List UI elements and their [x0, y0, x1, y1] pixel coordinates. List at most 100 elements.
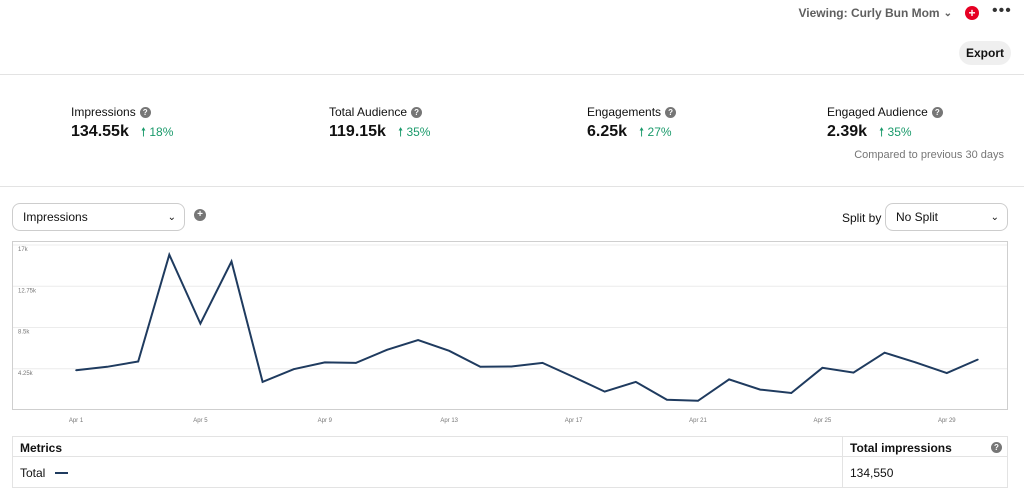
arrow-up-icon: 🠕: [397, 125, 404, 139]
divider: [0, 74, 1024, 75]
data-point: [199, 322, 202, 325]
y-tick-label: 8.5k: [18, 330, 30, 336]
split-select-value: No Split: [896, 210, 939, 224]
row-label: Total: [20, 466, 46, 480]
help-icon[interactable]: ?: [991, 442, 1002, 453]
metric-total-audience: Total Audience? 119.15k 🠕 35%: [329, 104, 430, 144]
table-header: [13, 437, 1007, 457]
row-value: 134,550: [850, 466, 894, 480]
metric-change: 🠕 27%: [639, 123, 672, 144]
plus-circle-icon[interactable]: +: [965, 6, 979, 20]
total-impressions-column-header: Total impressions: [850, 441, 952, 455]
x-tick-label: Apr 9: [318, 418, 333, 424]
divider: [0, 186, 1024, 187]
data-point: [666, 399, 668, 401]
metric-impressions: Impressions? 134.55k 🠕 18%: [71, 104, 173, 144]
metric-change-value: 35%: [887, 125, 912, 139]
x-tick-label: Apr 13: [440, 418, 458, 424]
comparison-note: Compared to previous 30 days: [854, 149, 1004, 161]
add-metric-icon[interactable]: +: [194, 209, 206, 221]
data-point: [261, 381, 264, 383]
x-tick-label: Apr 17: [565, 418, 583, 424]
data-point: [572, 376, 575, 378]
data-point: [386, 349, 388, 351]
metric-value: 134.55k: [71, 123, 129, 140]
data-point: [603, 390, 606, 393]
chevron-down-icon: ⌄: [943, 7, 952, 19]
data-point: [541, 362, 544, 364]
help-icon[interactable]: ?: [139, 106, 151, 118]
metric-change: 🠕 35%: [879, 123, 912, 144]
data-point: [230, 260, 233, 263]
data-point: [75, 369, 77, 372]
metrics-table: Metrics Total impressions ? Total 134,55…: [12, 436, 1008, 488]
metric-change-value: 35%: [406, 125, 431, 139]
column-divider: [842, 437, 843, 487]
help-icon[interactable]: ?: [665, 106, 677, 118]
metric-label: Engagements: [587, 105, 662, 119]
metric-engaged-audience: Engaged Audience? 2.39k 🠕 35%: [827, 104, 943, 144]
account-switcher[interactable]: Viewing: Curly Bun Mom ⌄: [798, 6, 952, 20]
arrow-up-icon: 🠕: [879, 125, 885, 139]
chevron-down-icon: ⌄: [167, 212, 176, 223]
arrow-up-icon: 🠕: [639, 125, 645, 139]
x-tick-label: Apr 1: [69, 418, 84, 424]
help-icon[interactable]: ?: [411, 106, 423, 118]
chevron-down-icon: ⌄: [990, 212, 999, 223]
metric-change: 🠕 18%: [141, 123, 174, 144]
data-point: [292, 368, 295, 371]
metric-value: 6.25k: [587, 123, 628, 140]
top-bar: Viewing: Curly Bun Mom ⌄ + •••: [0, 0, 1024, 28]
data-point: [977, 358, 979, 361]
metric-select-value: Impressions: [23, 210, 88, 224]
line-chart: 4.25k 8.5k 12.75k 17k Apr 1 Apr 5 Apr 9 Apr 13 A…: [12, 241, 1008, 424]
arrow-up-icon: 🠕: [140, 125, 146, 139]
x-tick-label: Apr 25: [814, 418, 832, 424]
metric-label: Total Audience: [329, 105, 408, 119]
data-point: [510, 365, 513, 368]
data-point: [137, 360, 139, 363]
split-select[interactable]: No Split ⌄: [885, 203, 1008, 231]
data-point: [821, 366, 824, 369]
y-tick-label: 17k: [18, 247, 29, 253]
x-tick-label: Apr 21: [689, 418, 707, 424]
series-line-impressions: [75, 251, 979, 402]
metric-engagements: Engagements? 6.25k 🠕 27%: [587, 104, 677, 144]
ellipsis-icon[interactable]: •••: [992, 2, 1012, 19]
data-point: [355, 362, 357, 364]
help-icon[interactable]: ?: [931, 106, 943, 118]
data-point: [852, 371, 855, 374]
data-point: [479, 366, 482, 368]
table-row: Total: [20, 466, 69, 480]
x-tick-label: Apr 5: [193, 418, 208, 424]
impressions-chart: 4.25k 8.5k 12.75k 17k Apr 1 Apr 5 Apr 9 Apr 13 A…: [12, 241, 1008, 426]
data-point: [790, 392, 793, 394]
data-point: [417, 339, 419, 341]
metric-value: 119.15k: [329, 123, 386, 140]
data-point: [697, 399, 699, 402]
export-button[interactable]: Export: [959, 41, 1011, 65]
x-tick-label: Apr 29: [938, 418, 956, 424]
data-point: [324, 361, 326, 364]
metric-change-value: 27%: [647, 125, 672, 139]
metrics-column-header: Metrics: [20, 441, 63, 455]
plot-frame: [12, 241, 1008, 410]
metric-change-value: 18%: [149, 125, 174, 139]
metric-label: Impressions: [71, 105, 136, 119]
metric-label: Engaged Audience: [827, 105, 928, 119]
data-point: [106, 366, 108, 368]
data-point: [759, 388, 761, 391]
metric-change: 🠕 35%: [398, 123, 431, 144]
data-point: [946, 372, 948, 374]
data-point: [728, 378, 730, 381]
data-point: [168, 253, 171, 256]
split-by-label: Split by: [842, 211, 882, 225]
data-point: [448, 349, 451, 352]
metric-select[interactable]: Impressions ⌄: [12, 203, 185, 231]
account-switcher-label: Viewing: Curly Bun Mom: [798, 6, 940, 20]
data-point: [635, 381, 637, 383]
data-point: [883, 351, 886, 354]
metric-value: 2.39k: [827, 123, 868, 140]
y-tick-label: 12.75k: [18, 288, 37, 294]
y-tick-label: 4.25k: [18, 371, 34, 377]
